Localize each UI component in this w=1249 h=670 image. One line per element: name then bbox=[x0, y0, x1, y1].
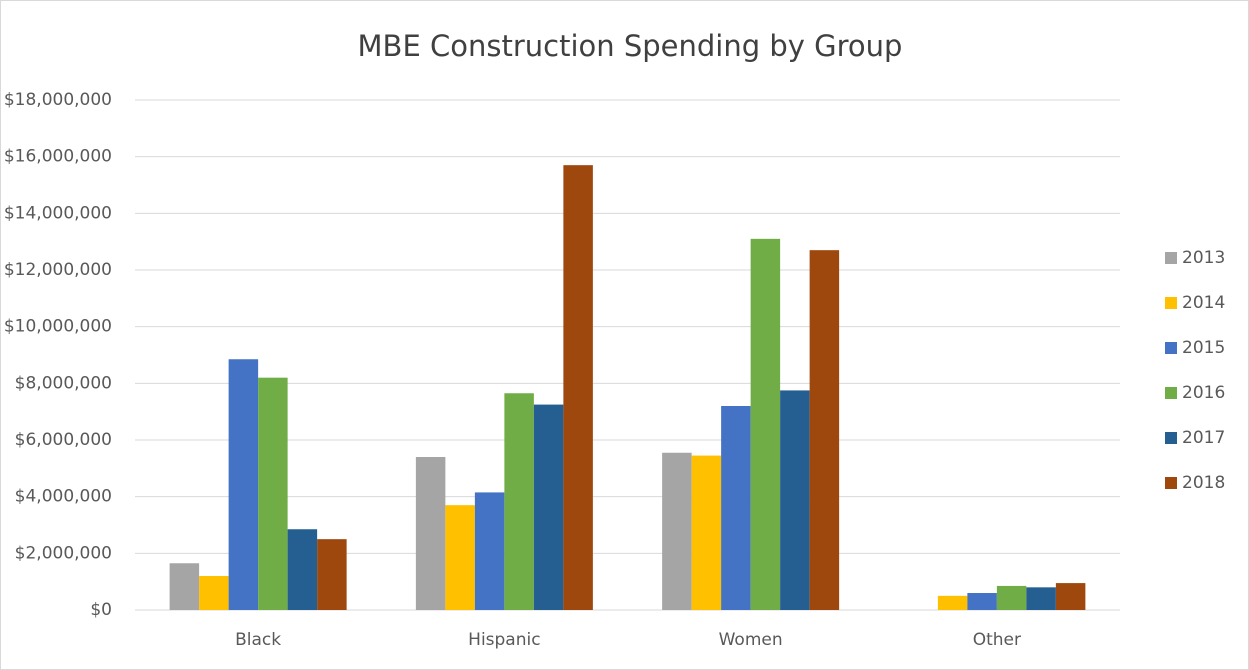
y-tick-label: $8,000,000 bbox=[15, 373, 112, 393]
bar bbox=[750, 238, 781, 611]
bar bbox=[258, 377, 288, 610]
bar bbox=[721, 406, 751, 610]
legend-swatch bbox=[1165, 252, 1177, 264]
x-tick-label: Women bbox=[719, 630, 783, 650]
chart-title: MBE Construction Spending by Group bbox=[358, 29, 903, 63]
y-tick-label: $18,000,000 bbox=[4, 90, 112, 110]
bar bbox=[809, 250, 840, 610]
bar bbox=[199, 576, 229, 610]
legend-swatch bbox=[1165, 477, 1177, 489]
bar bbox=[937, 595, 968, 610]
legend-swatch bbox=[1165, 297, 1177, 309]
bar bbox=[445, 505, 475, 610]
bar bbox=[996, 585, 1027, 610]
bar bbox=[533, 404, 564, 610]
legend-label: 2018 bbox=[1182, 473, 1225, 493]
bar bbox=[1055, 583, 1086, 610]
legend-label: 2013 bbox=[1182, 248, 1225, 268]
bar bbox=[1026, 587, 1056, 610]
bar bbox=[563, 165, 593, 610]
bar bbox=[287, 529, 318, 610]
bar bbox=[504, 393, 534, 610]
bar bbox=[967, 593, 997, 610]
legend-swatch bbox=[1165, 342, 1177, 354]
y-tick-label: $10,000,000 bbox=[4, 317, 112, 337]
y-tick-label: $6,000,000 bbox=[15, 430, 112, 450]
bar bbox=[662, 452, 692, 610]
x-tick-label: Hispanic bbox=[468, 630, 540, 650]
x-tick-label: Black bbox=[235, 630, 281, 650]
bar bbox=[474, 492, 505, 610]
bar bbox=[228, 359, 259, 610]
legend-label: 2014 bbox=[1182, 293, 1225, 313]
y-tick-label: $16,000,000 bbox=[4, 147, 112, 167]
y-tick-label: $2,000,000 bbox=[15, 543, 112, 563]
legend-label: 2016 bbox=[1182, 383, 1225, 403]
legend-label: 2017 bbox=[1182, 428, 1225, 448]
bar bbox=[317, 539, 347, 610]
legend-swatch bbox=[1165, 432, 1177, 444]
bar bbox=[691, 455, 722, 610]
legend-swatch bbox=[1165, 387, 1177, 399]
y-tick-label: $14,000,000 bbox=[4, 203, 112, 223]
y-tick-label: $0 bbox=[90, 600, 112, 620]
x-tick-label: Other bbox=[973, 630, 1021, 650]
bar bbox=[169, 563, 200, 610]
y-tick-label: $12,000,000 bbox=[4, 260, 112, 280]
y-tick-label: $4,000,000 bbox=[15, 487, 112, 507]
legend-label: 2015 bbox=[1182, 338, 1225, 358]
bar bbox=[415, 457, 446, 610]
bar bbox=[780, 390, 810, 610]
